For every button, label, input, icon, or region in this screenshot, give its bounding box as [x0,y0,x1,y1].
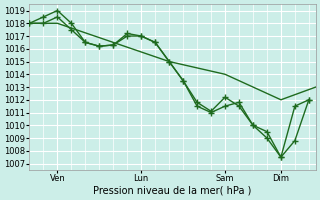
X-axis label: Pression niveau de la mer( hPa ): Pression niveau de la mer( hPa ) [93,186,252,196]
